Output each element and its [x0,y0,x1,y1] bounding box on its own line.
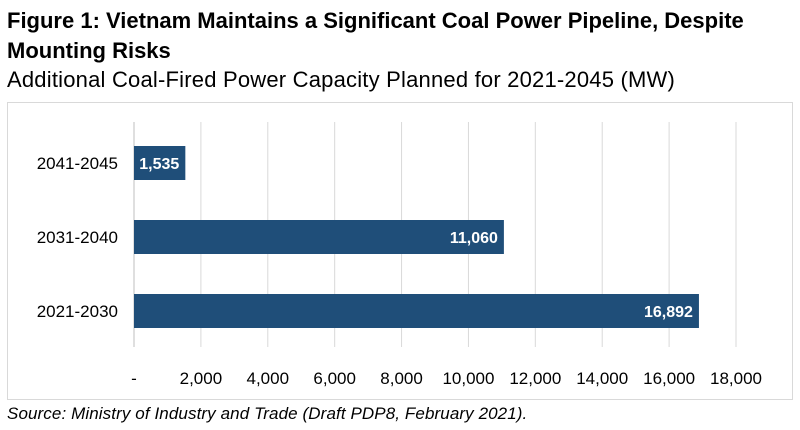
data-label: 1,535 [139,156,179,173]
x-tick-label: 14,000 [576,369,628,388]
x-tick-label: 2,000 [180,369,223,388]
category-label: 2021-2030 [37,302,118,321]
x-tick-label: 12,000 [509,369,561,388]
x-tick-label: 6,000 [313,369,356,388]
x-tick-label: 8,000 [380,369,423,388]
x-tick-label: 10,000 [442,369,494,388]
data-label: 11,060 [450,230,498,247]
bar [134,220,504,254]
chart-frame [7,102,793,400]
x-tick-label: 18,000 [710,369,762,388]
chart-title: Figure 1: Vietnam Maintains a Significan… [7,8,744,63]
category-label: 2031-2040 [37,228,118,247]
x-tick-label: 16,000 [643,369,695,388]
x-tick-label: - [131,369,137,388]
chart-subtitle: Additional Coal-Fired Power Capacity Pla… [7,67,676,92]
data-label: 16,892 [644,304,693,321]
bar [134,294,699,328]
category-label: 2041-2045 [37,154,118,173]
bar [134,146,186,180]
chart-source: Source: Ministry of Industry and Trade (… [7,404,528,423]
x-tick-label: 4,000 [247,369,290,388]
